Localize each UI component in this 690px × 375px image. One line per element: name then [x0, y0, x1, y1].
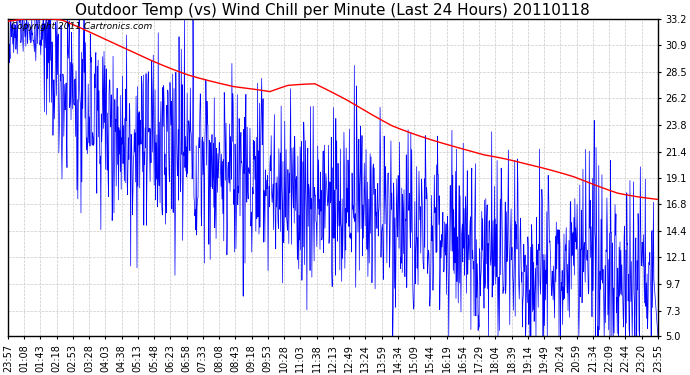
Text: Copyright 2011 Cartronics.com: Copyright 2011 Cartronics.com — [11, 22, 152, 31]
Title: Outdoor Temp (vs) Wind Chill per Minute (Last 24 Hours) 20110118: Outdoor Temp (vs) Wind Chill per Minute … — [75, 3, 590, 18]
